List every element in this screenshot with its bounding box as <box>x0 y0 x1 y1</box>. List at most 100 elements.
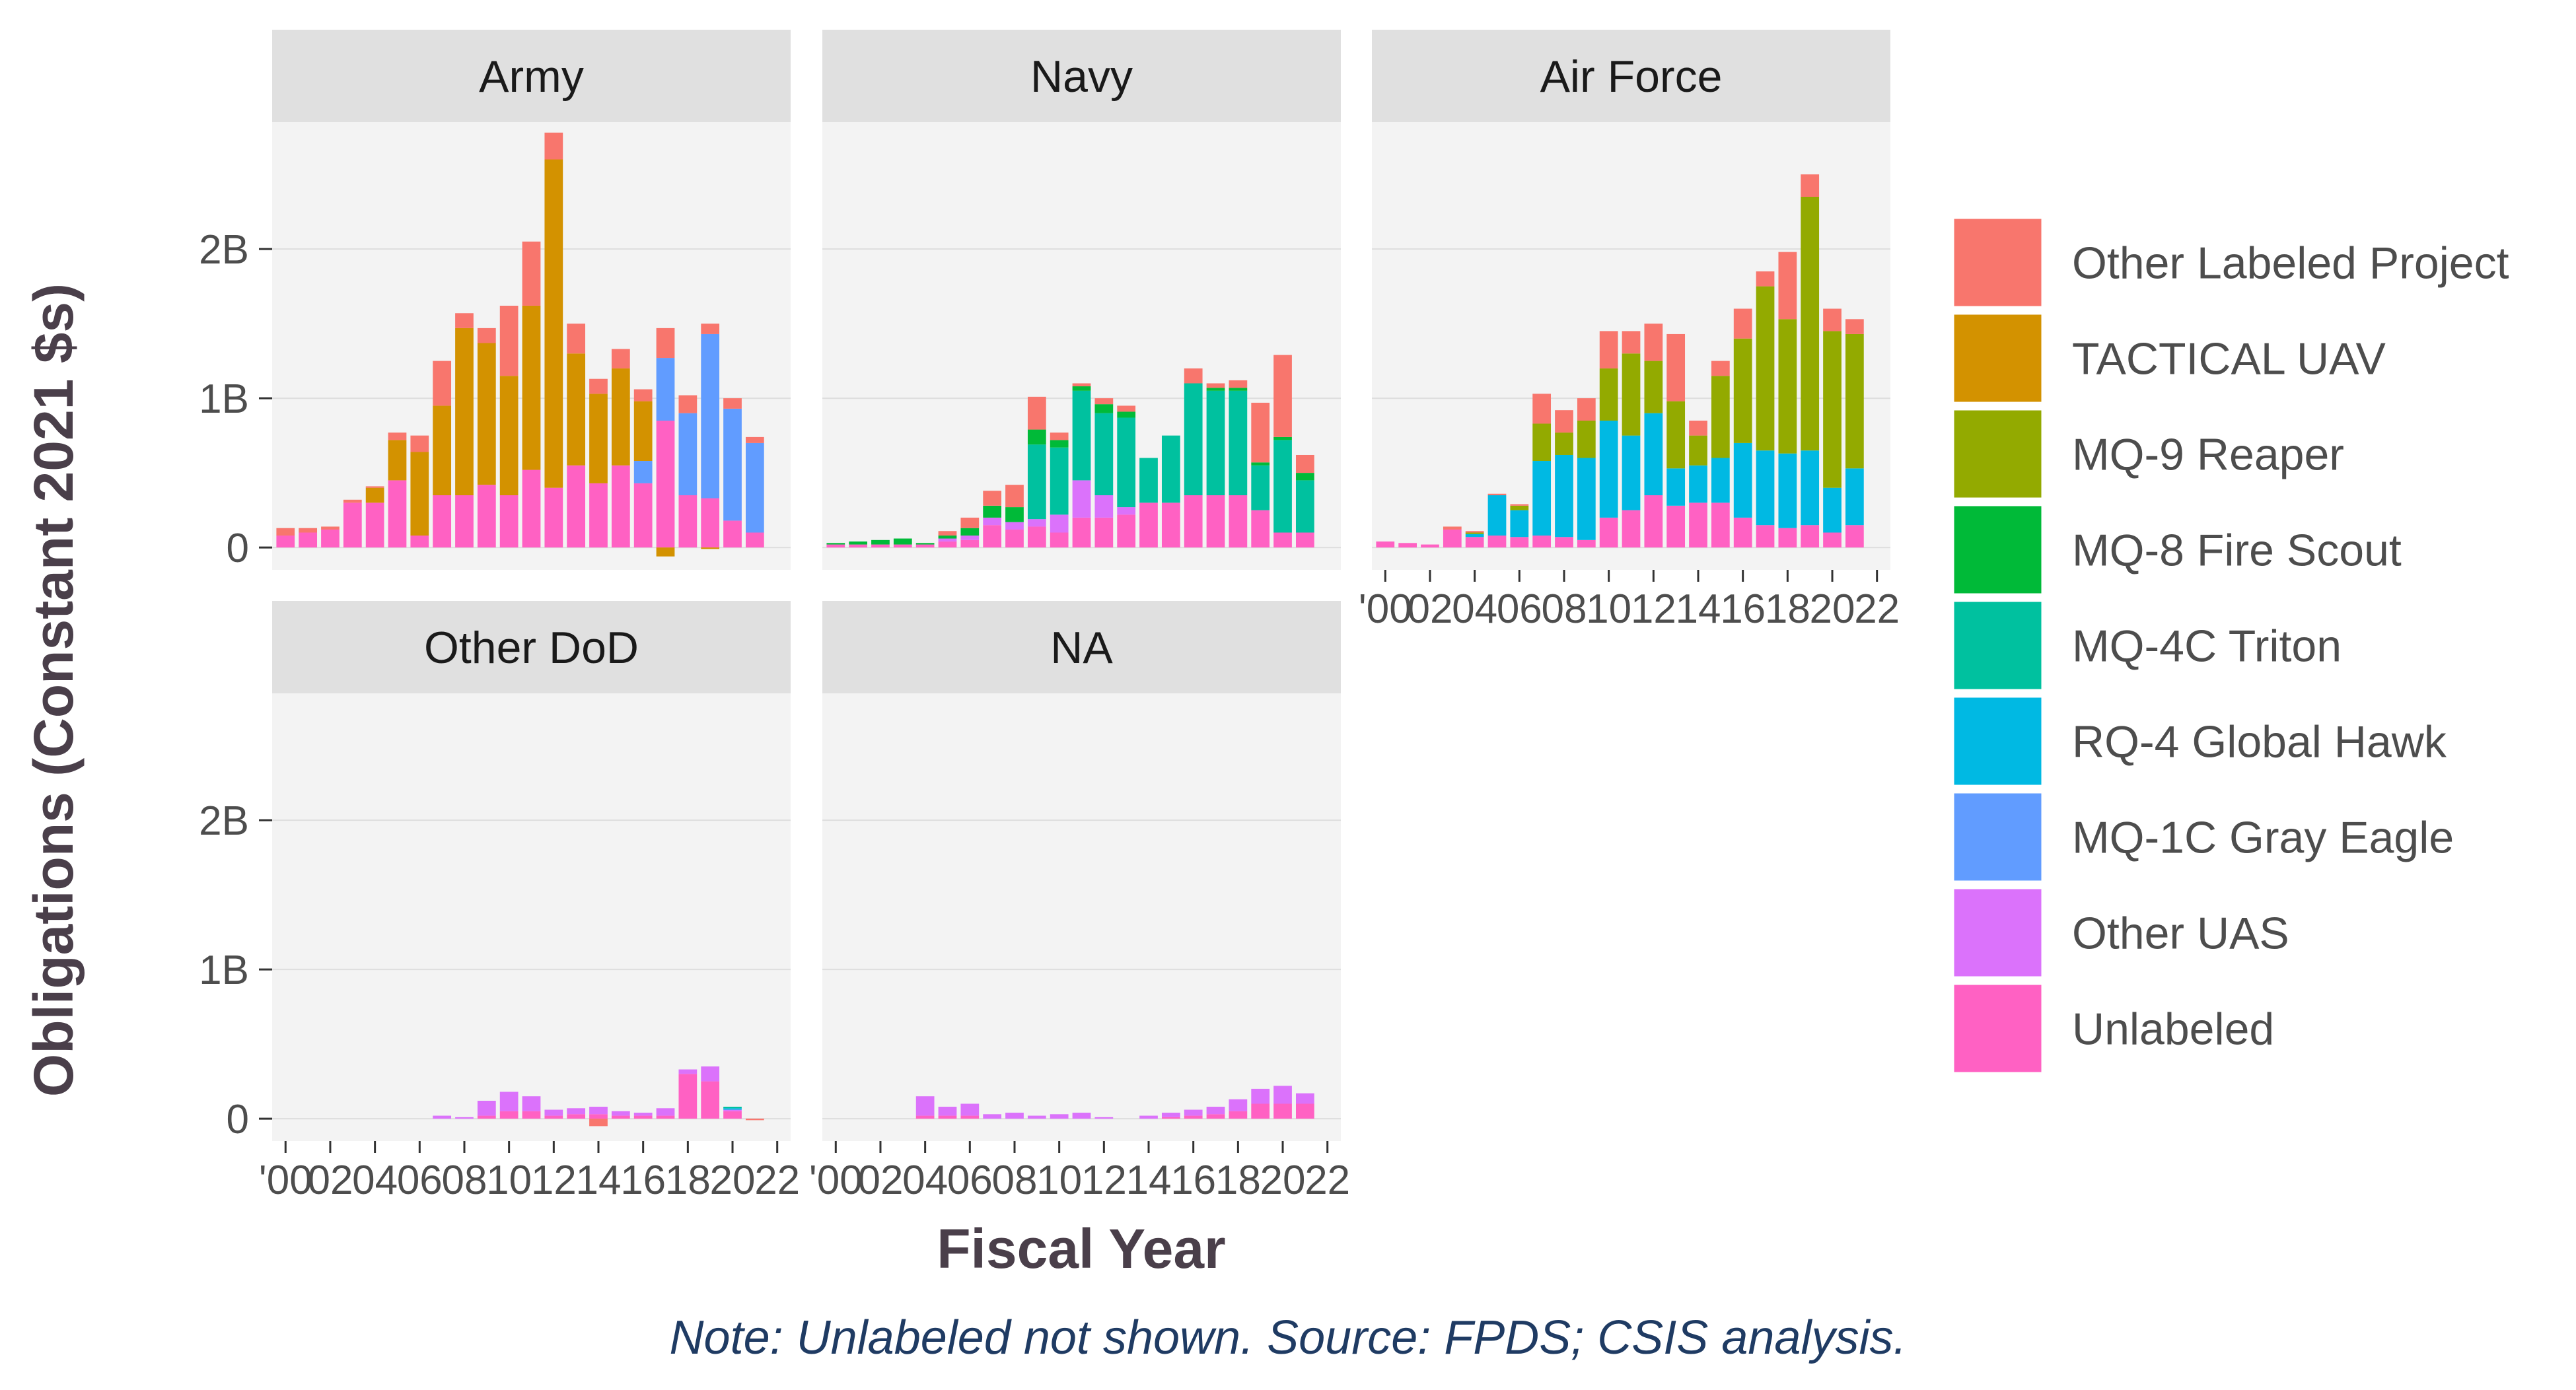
bar-segment <box>723 398 742 409</box>
bar-segment <box>589 1114 608 1119</box>
x-axis-title: Fiscal Year <box>937 1218 1225 1280</box>
y-tick-label: 0 <box>227 526 249 571</box>
bar-segment <box>1622 435 1641 510</box>
bar-segment <box>1666 468 1686 506</box>
bar-segment <box>1206 390 1225 495</box>
bar-segment <box>611 465 630 548</box>
bar-segment <box>1273 436 1292 440</box>
bar-segment <box>1139 1115 1158 1119</box>
bar-segment <box>723 520 742 548</box>
bar-segment <box>1465 537 1484 548</box>
bar-segment <box>960 539 980 548</box>
bar-segment <box>1622 353 1641 436</box>
bar-segment <box>1711 376 1730 458</box>
x-tick-label: 02 <box>857 1158 903 1203</box>
bar-segment <box>983 505 1002 518</box>
bar-segment <box>455 1117 474 1119</box>
bar-segment <box>343 499 362 503</box>
bar-segment <box>656 421 675 548</box>
bar-segment <box>1050 433 1069 440</box>
bar-segment <box>1206 388 1225 391</box>
bar-segment <box>1139 458 1158 503</box>
legend-label: MQ-9 Reaper <box>2072 430 2344 480</box>
bar-segment <box>1711 361 1730 376</box>
legend-swatch <box>1952 312 2044 404</box>
x-tick-label: 14 <box>1676 586 1721 632</box>
bar-segment <box>611 368 630 466</box>
chart-caption: Note: Unlabeled not shown. Source: FPDS;… <box>669 1311 1907 1364</box>
bar-segment <box>745 442 764 533</box>
bar-segment <box>1756 525 1775 548</box>
bar-segment <box>455 313 474 328</box>
bar-segment <box>544 132 563 160</box>
bar-segment <box>544 487 563 548</box>
bar-segment <box>1295 1093 1314 1104</box>
bar-segment <box>1756 286 1775 451</box>
bar-segment <box>633 1115 653 1119</box>
bar-segment <box>1005 529 1024 548</box>
bar-segment <box>567 1114 586 1119</box>
bar-segment <box>1577 458 1596 540</box>
x-tick-label: 10 <box>486 1158 532 1203</box>
bar-segment <box>522 1096 541 1111</box>
x-tick-label: '00 <box>259 1158 312 1203</box>
x-tick-label: 10 <box>1036 1158 1082 1203</box>
bar-segment <box>1398 543 1417 548</box>
bar-segment <box>1711 503 1730 548</box>
bar-segment <box>1532 536 1552 548</box>
bar-segment <box>1465 532 1484 534</box>
bar-segment <box>633 1113 653 1116</box>
x-tick-label: 16 <box>620 1158 666 1203</box>
bar-segment <box>343 503 362 548</box>
bar-segment <box>1733 308 1752 339</box>
bar-segment <box>1644 361 1663 413</box>
legend-label: MQ-4C Triton <box>2072 621 2342 672</box>
bar-segment <box>1644 495 1663 548</box>
bar-segment <box>826 543 845 545</box>
bar-segment-negative <box>745 1119 764 1121</box>
bar-segment <box>1801 450 1820 526</box>
x-tick-label: 06 <box>397 1158 443 1203</box>
facet-title-air-force: Air Force <box>1540 52 1723 102</box>
x-tick-label: 20 <box>1260 1158 1306 1203</box>
x-tick-label: 16 <box>1170 1158 1216 1203</box>
bar-segment <box>983 1114 1002 1119</box>
y-tick-label: 1B <box>199 376 249 422</box>
bar-segment <box>1443 529 1462 548</box>
bar-segment <box>701 324 720 334</box>
bar-segment <box>1050 447 1069 515</box>
bar-segment <box>960 1115 980 1119</box>
x-tick-label: 04 <box>902 1158 948 1203</box>
bar-segment <box>1229 388 1248 391</box>
bar-segment <box>633 461 653 483</box>
bar-segment <box>1027 444 1046 520</box>
bar-segment <box>938 541 957 548</box>
bar-segment <box>678 413 698 495</box>
bar-segment <box>1273 1103 1292 1119</box>
bar-segment <box>388 433 407 440</box>
bar-segment <box>544 1115 563 1119</box>
bar-segment <box>299 532 318 548</box>
bar-segment <box>388 480 407 548</box>
bar-segment <box>745 436 764 443</box>
x-tick-label: 02 <box>1407 586 1452 632</box>
legend-label: Other UAS <box>2072 909 2289 959</box>
bar-segment <box>1666 333 1686 401</box>
bar-segment <box>1005 522 1024 530</box>
bar-segment <box>1689 435 1707 466</box>
bar-segment <box>522 1111 541 1119</box>
bar-segment <box>983 491 1002 506</box>
bar-segment <box>1801 174 1820 197</box>
legend-swatch <box>1952 408 2044 500</box>
bar-segment <box>1599 517 1618 548</box>
bar-segment <box>1778 453 1797 528</box>
bar-segment <box>567 1108 586 1115</box>
bar-segment <box>567 465 586 548</box>
bar-segment <box>499 495 519 548</box>
bar-segment <box>1027 519 1046 527</box>
bar-segment <box>1005 507 1024 522</box>
bar-segment <box>1823 331 1842 488</box>
bar-segment <box>1050 1114 1069 1119</box>
bar-segment <box>589 483 608 548</box>
